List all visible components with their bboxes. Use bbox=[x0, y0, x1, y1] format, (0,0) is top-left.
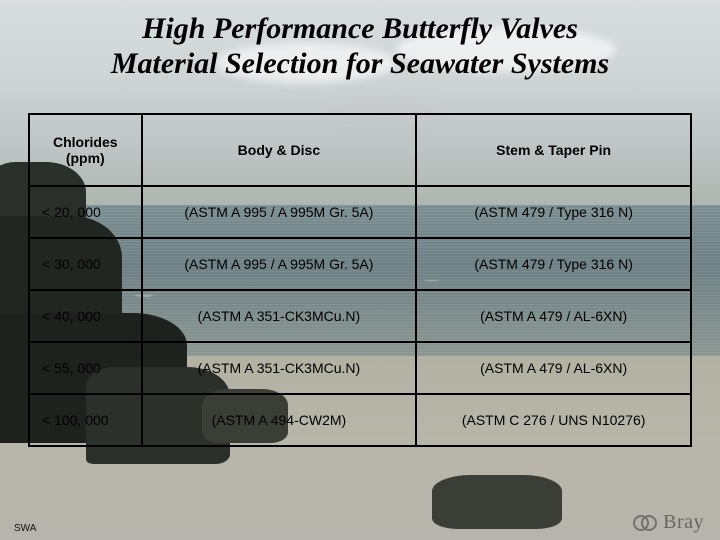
cell-stem-taper: (ASTM C 276 / UNS N10276) bbox=[416, 394, 691, 446]
cell-chlorides: < 20, 000 bbox=[29, 186, 142, 238]
table-row: < 30, 000 (ASTM A 995 / A 995M Gr. 5A) (… bbox=[29, 238, 691, 290]
cell-stem-taper: (ASTM A 479 / AL-6XN) bbox=[416, 290, 691, 342]
cell-body-disc: (ASTM A 995 / A 995M Gr. 5A) bbox=[142, 186, 417, 238]
material-selection-table: Chlorides (ppm) Body & Disc Stem & Taper… bbox=[28, 113, 692, 447]
table-row: < 40, 000 (ASTM A 351-CK3MCu.N) (ASTM A … bbox=[29, 290, 691, 342]
cell-chlorides: < 40, 000 bbox=[29, 290, 142, 342]
col-body-disc: Body & Disc bbox=[142, 114, 417, 186]
material-selection-table-wrap: Chlorides (ppm) Body & Disc Stem & Taper… bbox=[0, 95, 720, 540]
table-row: < 55, 000 (ASTM A 351-CK3MCu.N) (ASTM A … bbox=[29, 342, 691, 394]
table-row: < 20, 000 (ASTM A 995 / A 995M Gr. 5A) (… bbox=[29, 186, 691, 238]
table-header-row: Chlorides (ppm) Body & Disc Stem & Taper… bbox=[29, 114, 691, 186]
cell-stem-taper: (ASTM 479 / Type 316 N) bbox=[416, 238, 691, 290]
cell-chlorides: < 100, 000 bbox=[29, 394, 142, 446]
cell-stem-taper: (ASTM 479 / Type 316 N) bbox=[416, 186, 691, 238]
cell-body-disc: (ASTM A 351-CK3MCu.N) bbox=[142, 342, 417, 394]
cell-chlorides: < 30, 000 bbox=[29, 238, 142, 290]
table-row: < 100, 000 (ASTM A 494-CW2M) (ASTM C 276… bbox=[29, 394, 691, 446]
col-stem-taper: Stem & Taper Pin bbox=[416, 114, 691, 186]
cell-body-disc: (ASTM A 995 / A 995M Gr. 5A) bbox=[142, 238, 417, 290]
cell-chlorides: < 55, 000 bbox=[29, 342, 142, 394]
title-line-1: High Performance Butterfly Valves bbox=[142, 12, 578, 45]
page-title: High Performance Butterfly Valves Materi… bbox=[0, 0, 720, 95]
cell-body-disc: (ASTM A 351-CK3MCu.N) bbox=[142, 290, 417, 342]
cell-stem-taper: (ASTM A 479 / AL-6XN) bbox=[416, 342, 691, 394]
cell-body-disc: (ASTM A 494-CW2M) bbox=[142, 394, 417, 446]
col-chlorides: Chlorides (ppm) bbox=[29, 114, 142, 186]
title-line-2: Material Selection for Seawater Systems bbox=[111, 47, 609, 80]
